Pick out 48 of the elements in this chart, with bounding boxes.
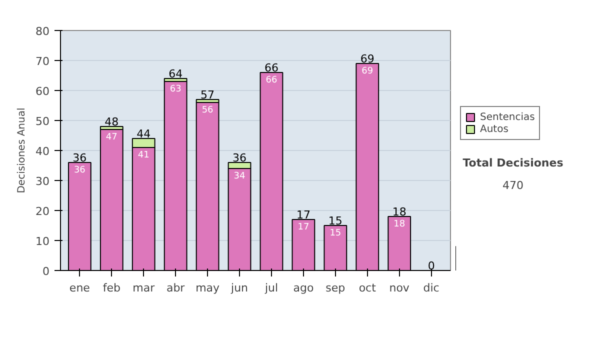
y-tick-label: 30 [36, 175, 50, 188]
y-tick-label: 20 [36, 205, 50, 218]
legend-label: Autos [480, 123, 508, 135]
total-label: 64 [168, 68, 183, 80]
total-label: 17 [296, 208, 310, 222]
total-label: 69 [360, 52, 374, 66]
text: Total Decisiones [462, 156, 564, 170]
total-label: 66 [264, 62, 278, 74]
x-tick-label: mar [132, 282, 156, 294]
legend-label: Sentencias [480, 111, 535, 123]
data-label: 69 [362, 66, 374, 76]
x-tick-label: jun [230, 282, 248, 294]
y-tick-label: 0 [42, 265, 50, 278]
y-tick-label: 50 [36, 115, 50, 128]
data-label: 63 [170, 84, 182, 94]
data-label: 41 [138, 150, 150, 160]
x-tick-label: nov [389, 282, 410, 294]
data-label: 36 [74, 166, 86, 176]
y-tick-label: 40 [36, 145, 50, 158]
total-label: 48 [104, 116, 119, 128]
total-label: 36 [72, 152, 87, 164]
total-label: 18 [392, 206, 406, 218]
total-label: 57 [200, 88, 215, 102]
data-label: 15 [330, 228, 342, 238]
x-tick-label: jul [264, 282, 278, 294]
x-tick-label: may [196, 282, 220, 294]
y-tick-label: 60 [36, 85, 50, 98]
data-label: 56 [202, 106, 214, 116]
total-label: 15 [328, 214, 342, 228]
data-label: 34 [234, 172, 246, 182]
y-axis-title: Decisiones Anual [16, 108, 28, 194]
x-tick-label: abr [166, 282, 186, 294]
text: 470 [502, 178, 524, 192]
data-label: 47 [106, 132, 118, 142]
x-tick-label: ene [69, 282, 90, 294]
total-label: 36 [232, 152, 247, 164]
total-label: 44 [136, 128, 151, 140]
data-label: 66 [266, 76, 278, 86]
y-tick-label: 10 [36, 235, 50, 248]
x-tick-label: dic [423, 282, 440, 294]
x-tick-label: oct [358, 282, 377, 294]
x-tick-label: sep [326, 282, 346, 294]
x-tick-label: ago [293, 282, 314, 294]
y-tick-label: 70 [36, 55, 50, 68]
data-label: 18 [394, 220, 406, 230]
x-tick-label: feb [102, 282, 120, 294]
data-label: 17 [298, 222, 310, 232]
y-tick-label: 80 [36, 25, 50, 38]
